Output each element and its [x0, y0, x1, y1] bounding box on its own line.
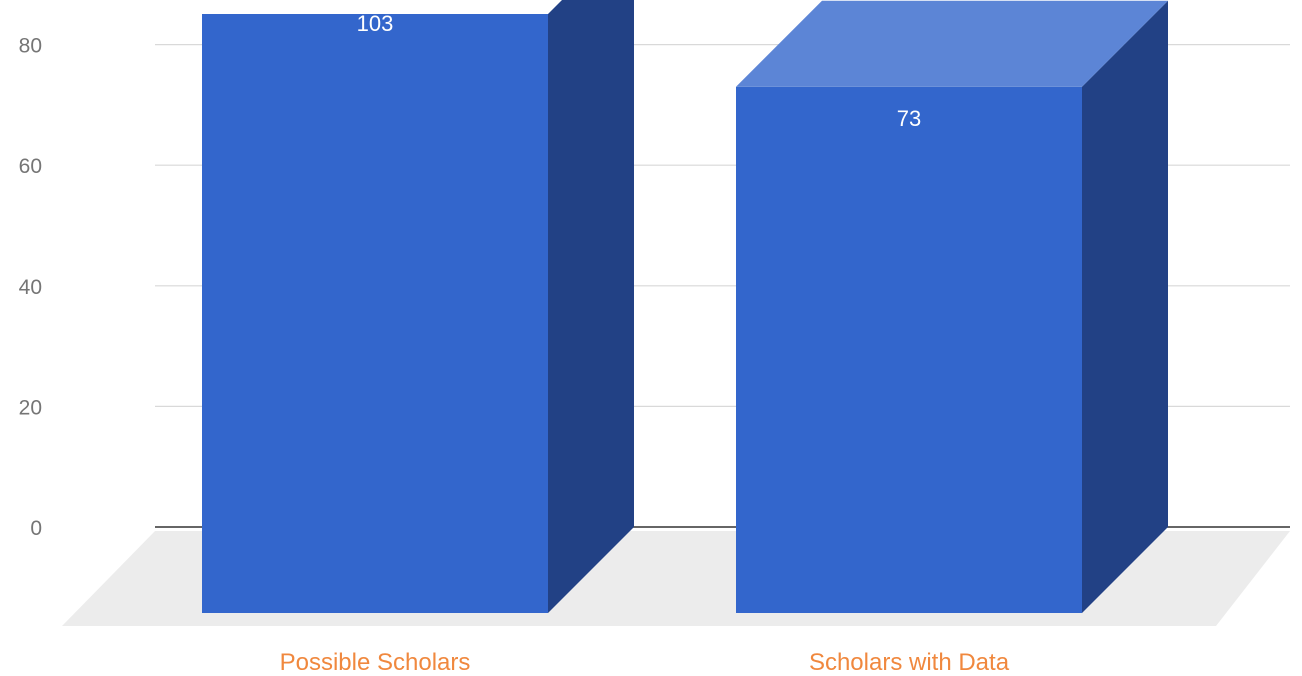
data-label: 73	[897, 106, 921, 131]
y-tick-label: 0	[30, 517, 42, 540]
x-category-label: Possible Scholars	[280, 649, 471, 676]
y-tick-label: 40	[19, 276, 42, 299]
bar-side-face	[548, 0, 634, 613]
y-tick-label: 60	[19, 155, 42, 178]
bar-top-face	[736, 0, 1168, 87]
bar-side-face	[1082, 0, 1168, 614]
data-label: 103	[357, 11, 394, 36]
y-tick-label: 20	[19, 396, 42, 419]
y-tick-label: 80	[19, 35, 42, 58]
bar-front-face	[202, 14, 548, 613]
bar-1	[202, 0, 634, 613]
bars	[202, 0, 1168, 614]
x-category-label: Scholars with Data	[809, 649, 1010, 676]
bar-2	[736, 0, 1168, 614]
labels: 0 20 40 60 80 103 Possible Scholars 73 Scholars …	[19, 11, 1010, 676]
bar-front-face	[736, 86, 1082, 613]
